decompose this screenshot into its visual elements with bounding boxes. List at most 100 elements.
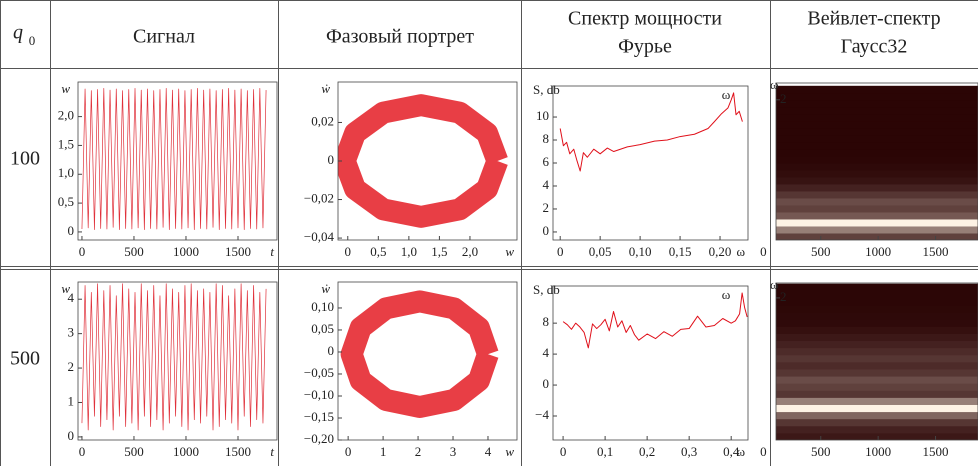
x-tick-label: 0	[560, 444, 567, 459]
heat-band	[776, 183, 978, 192]
y-tick-label: 0,02	[311, 113, 334, 128]
y-tick-label: 0,5	[58, 194, 74, 209]
plot	[81, 87, 267, 230]
plot	[338, 94, 508, 228]
y-tick-label: 2	[68, 359, 75, 374]
y-tick-label: 0	[68, 223, 75, 238]
column-header: Сигнал	[133, 26, 195, 48]
heat-band	[776, 92, 978, 101]
column-header: Вейвлет-спектр	[807, 8, 940, 30]
plot-frame	[552, 285, 749, 441]
y-tick-label: 0	[328, 343, 335, 358]
plot	[340, 290, 499, 418]
y-tick-label: 0,05	[311, 321, 334, 336]
heat-band	[776, 169, 978, 178]
y-axis-label: w	[61, 81, 70, 96]
y-tick-label: −4	[535, 407, 549, 422]
y-tick-label: 3	[68, 325, 75, 340]
y-tick-label: 8	[543, 314, 550, 329]
trace	[340, 290, 499, 418]
x-tick-label: 0	[760, 244, 767, 259]
y-tick-label: 0,10	[311, 299, 334, 314]
x-tick-label: 0	[345, 244, 352, 259]
x-tick-label: 0,1	[597, 444, 613, 459]
plot	[776, 283, 978, 440]
x-tick-label: 3	[450, 444, 457, 459]
x-tick-label: 2,0	[462, 244, 478, 259]
y-tick-label: −0,02	[304, 191, 334, 206]
trace	[81, 87, 267, 230]
x-tick-label: 1500	[923, 444, 949, 459]
x-axis-label: ω	[736, 244, 745, 259]
x-tick-label: 0,4	[723, 444, 740, 459]
heat-band	[776, 225, 978, 234]
x-axis-label: t	[270, 444, 274, 459]
plot-frame	[77, 281, 278, 441]
x-tick-label: 1500	[923, 244, 949, 259]
x-tick-label: 1000	[173, 444, 199, 459]
heat-band	[776, 99, 978, 108]
x-tick-label: 0	[557, 244, 564, 259]
y-tick-label: −0,04	[304, 229, 335, 244]
heat-band	[776, 113, 978, 122]
y-tick-label: 0	[543, 376, 550, 391]
x-tick-label: 500	[811, 444, 831, 459]
y-tick-label: 0	[328, 152, 335, 167]
trace	[338, 94, 508, 228]
trace	[81, 283, 267, 431]
y-axis-label: S, db	[533, 282, 560, 297]
x-tick-label: 500	[124, 244, 144, 259]
annotation: ω	[722, 287, 731, 302]
x-tick-label: 0	[345, 444, 352, 459]
plot-frame	[552, 85, 749, 241]
heat-band	[776, 361, 978, 370]
heat-band	[776, 283, 978, 292]
plot-frame	[77, 81, 278, 241]
heat-band	[776, 232, 978, 240]
heat-band	[776, 418, 978, 427]
plot	[776, 85, 978, 240]
y-axis-label: w	[61, 281, 70, 296]
heat-band	[776, 397, 978, 405]
heat-band	[776, 176, 978, 185]
y-tick-label: 2	[780, 289, 787, 304]
heat-band	[776, 106, 978, 115]
column-header: Фазовый портрет	[326, 26, 474, 48]
x-tick-label: 0	[79, 244, 86, 259]
y-tick-label: 4	[543, 345, 550, 360]
x-tick-label: 2	[415, 444, 422, 459]
x-tick-label: 500	[124, 444, 144, 459]
heat-band	[776, 404, 978, 413]
heat-band	[776, 368, 978, 377]
y-tick-label: −0,10	[304, 387, 334, 402]
plot	[562, 292, 748, 349]
heat-band	[776, 297, 978, 306]
x-tick-label: 500	[811, 244, 831, 259]
trace	[562, 292, 748, 349]
heat-band	[776, 190, 978, 199]
x-tick-label: 0,2	[639, 444, 655, 459]
row-label: 500	[10, 348, 40, 370]
y-tick-label: 1,5	[58, 136, 74, 151]
heat-band	[776, 390, 978, 398]
heat-band	[776, 134, 978, 143]
x-tick-label: 0,15	[669, 244, 692, 259]
column-header: Спектр мощности	[568, 8, 722, 30]
heat-band	[776, 333, 978, 342]
y-tick-label: 2,0	[58, 108, 74, 123]
y-tick-label: 6	[543, 154, 550, 169]
y-tick-label: −0,20	[304, 431, 334, 446]
x-tick-label: 0	[760, 444, 767, 459]
heat-band	[776, 155, 978, 164]
x-tick-label: 1500	[225, 244, 251, 259]
y-axis-label: ẇ	[321, 81, 330, 96]
y-axis-label: S, db	[533, 82, 560, 97]
y-tick-label: 2	[543, 200, 550, 215]
y-tick-label: 0	[68, 428, 75, 443]
plot	[81, 283, 267, 431]
x-tick-label: 0,05	[589, 244, 612, 259]
y-tick-label: 4	[543, 177, 550, 192]
heat-band	[776, 347, 978, 356]
y-tick-label: −0,15	[304, 409, 334, 424]
